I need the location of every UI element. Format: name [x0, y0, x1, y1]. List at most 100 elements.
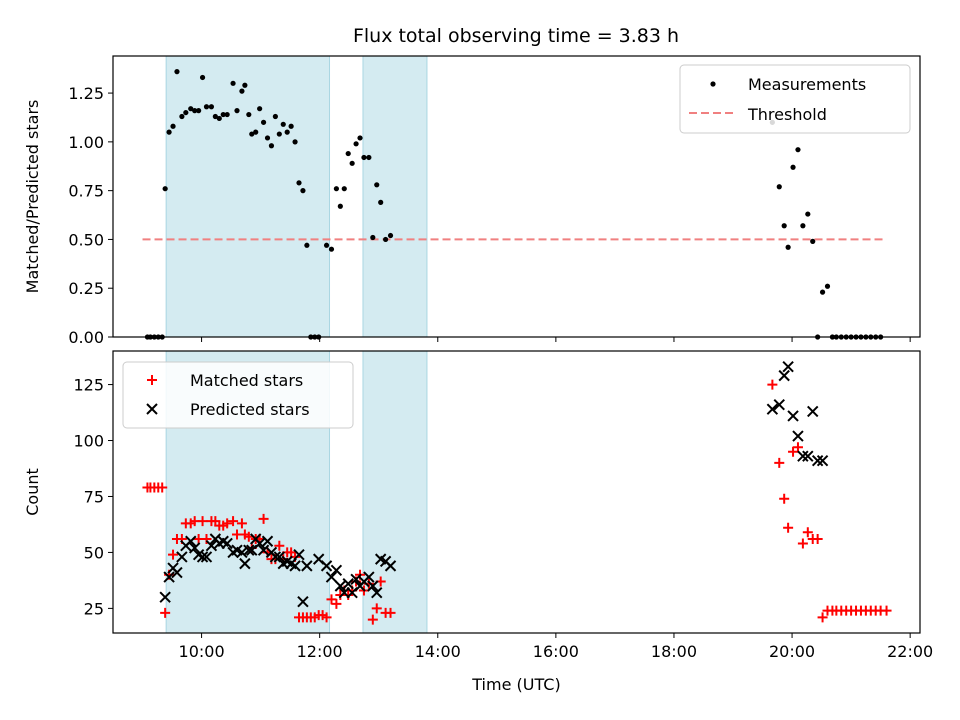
x-tick-label-2: 14:00: [415, 642, 461, 661]
legend-threshold-label: Threshold: [747, 105, 827, 124]
predicted-star-point-28: [273, 551, 286, 563]
predicted-star-point-10: [200, 551, 213, 563]
predicted-star-point-63: [816, 454, 829, 467]
measurement-point-5: [162, 186, 168, 192]
predicted-star-point-40: [334, 580, 347, 592]
predicted-star-point-39: [330, 564, 343, 577]
matched-star-point-29: [258, 513, 269, 524]
measurement-point-21: [230, 80, 236, 86]
predicted-star-point-56: [782, 360, 794, 373]
predicted-star-point-60: [802, 450, 814, 462]
measurement-point-23: [239, 88, 245, 94]
measurement-point-28: [257, 106, 263, 112]
measurement-point-17: [212, 113, 218, 120]
x-axis-label: Time (UTC): [471, 675, 560, 694]
predicted-star-point-25: [261, 535, 274, 547]
matched-star-point-33: [274, 540, 285, 551]
legend-bottom: Matched stars Predicted stars: [122, 361, 354, 429]
x-tick-label-6: 22:00: [887, 642, 933, 661]
predicted-star-point-58: [792, 430, 804, 442]
observing-span-0: [165, 55, 331, 338]
matched-star-point-47: [331, 598, 342, 609]
legend-matched-label: Matched stars: [190, 371, 303, 390]
legend-matched-marker: [147, 375, 157, 385]
predicted-star-point-61: [807, 405, 819, 418]
measurement-point-12: [192, 108, 198, 114]
matched-star-point-61: [767, 379, 778, 390]
matched-star-point-14: [197, 516, 208, 527]
measurement-point-48: [341, 186, 347, 192]
measurement-point-49: [345, 150, 351, 157]
predicted-star-point-55: [778, 369, 790, 382]
measurement-point-59: [387, 232, 394, 239]
predicted-star-point-34: [297, 595, 309, 608]
y-tick-label-2: 0.50: [68, 230, 104, 249]
matched-star-point-56: [367, 614, 378, 625]
measurement-point-8: [174, 69, 180, 75]
predicted-star-point-18: [236, 546, 248, 559]
measurement-point-38: [296, 180, 302, 186]
matched-star-point-63: [779, 493, 790, 504]
matched-star-point-20: [222, 518, 233, 529]
predicted-star-point-44: [350, 573, 362, 585]
measurement-point-15: [203, 104, 210, 110]
measurement-point-46: [333, 186, 340, 192]
y-tick-label-2: 75: [84, 487, 104, 506]
predicted-star-point-0: [159, 591, 171, 603]
measurement-point-7: [170, 123, 176, 129]
y-axis-label: Count: [23, 468, 42, 516]
predicted-star-point-1: [163, 571, 175, 583]
matched-star-point-7: [168, 549, 179, 560]
matched-star-point-45: [321, 612, 332, 623]
measurement-point-35: [284, 129, 290, 135]
measurement-point-14: [199, 74, 206, 81]
measurement-point-20: [224, 111, 230, 118]
measurement-point-53: [361, 154, 367, 161]
matched-star-point-15: [201, 534, 212, 544]
chart-title: Flux total observing time = 3.83 h: [353, 25, 679, 47]
measurement-point-39: [300, 188, 306, 194]
measurement-point-45: [328, 246, 335, 252]
x-tick-label-5: 20:00: [769, 642, 815, 661]
matched-star-point-60: [385, 607, 396, 618]
measurement-point-25: [246, 111, 252, 118]
matched-star-point-70: [812, 534, 823, 544]
predicted-star-point-35: [301, 560, 313, 572]
matched-star-point-4: [157, 482, 168, 493]
predicted-star-point-42: [342, 578, 354, 590]
axes-frame: [112, 55, 921, 338]
predicted-star-point-38: [325, 571, 338, 583]
measurement-point-50: [349, 160, 355, 166]
predicted-star-point-54: [773, 399, 785, 411]
measurement-point-68: [810, 238, 816, 244]
measurement-point-13: [196, 108, 202, 114]
measurement-point-70: [819, 289, 826, 295]
predicted-star-point-33: [293, 548, 305, 561]
measurement-point-56: [374, 182, 380, 188]
measurement-point-58: [383, 236, 389, 243]
x-tick-label-1: 12:00: [297, 642, 343, 661]
matched-star-point-62: [774, 457, 785, 468]
measurement-point-22: [234, 108, 240, 114]
legend-measurements-marker: [710, 81, 716, 87]
measurement-point-61: [776, 184, 782, 190]
measurement-point-26: [249, 131, 255, 137]
predicted-star-point-37: [320, 560, 333, 572]
legend-top: Measurements Threshold: [679, 64, 911, 134]
predicted-star-point-49: [371, 587, 383, 599]
measurement-point-64: [790, 164, 796, 170]
predicted-star-point-47: [363, 571, 375, 583]
predicted-star-point-20: [243, 544, 255, 556]
y-axis-label: Matched/Predicted stars: [23, 100, 42, 294]
x-tick-label-4: 18:00: [651, 642, 697, 661]
observing-span-1: [362, 350, 428, 634]
matched-star-point-65: [788, 446, 799, 457]
measurement-point-67: [805, 211, 811, 217]
x-tick-label-0: 10:00: [179, 642, 225, 661]
measurement-point-55: [370, 234, 376, 241]
predicted-star-point-59: [797, 450, 809, 462]
measurement-point-30: [264, 135, 271, 141]
measurement-point-11: [188, 106, 194, 112]
predicted-star-point-32: [289, 560, 301, 572]
